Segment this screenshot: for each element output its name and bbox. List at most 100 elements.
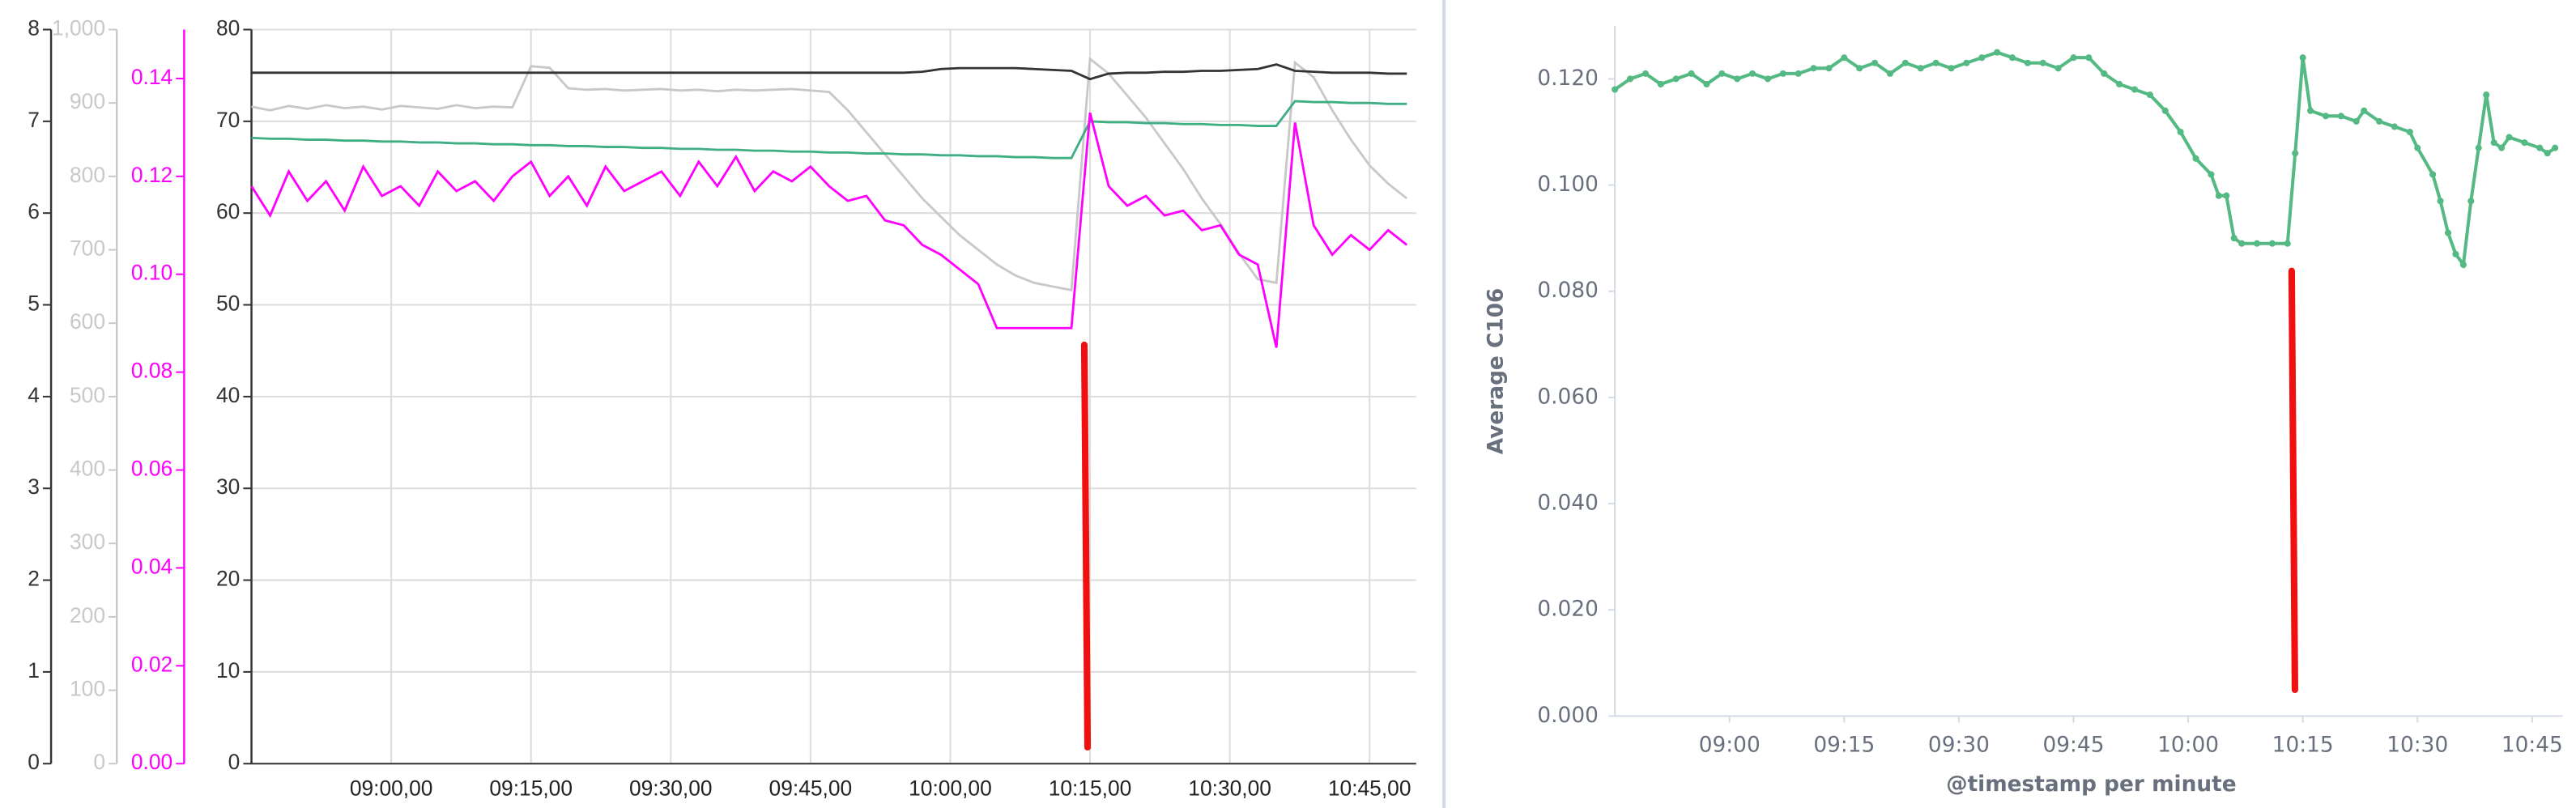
data-point	[2039, 59, 2046, 66]
data-point	[2008, 54, 2016, 62]
y-tick-label: 0.04	[131, 554, 172, 578]
data-point	[2054, 65, 2062, 72]
x-tick-label: 10:00,00	[909, 776, 992, 801]
data-point	[2230, 235, 2238, 242]
data-point	[2467, 198, 2475, 205]
y-tick-label: 0.06	[131, 457, 172, 481]
y-tick-label: 0	[228, 750, 241, 774]
y-tick-label: 500	[70, 383, 105, 407]
x-tick-label: 10:15,00	[1049, 776, 1132, 801]
data-point	[2223, 192, 2230, 199]
data-point	[2024, 59, 2031, 66]
data-point	[2337, 113, 2344, 120]
x-tick-label: 09:45,00	[769, 776, 853, 801]
y-tick-label: 0.02	[131, 652, 172, 676]
data-point	[1810, 65, 1817, 72]
data-point	[2101, 70, 2108, 77]
data-point	[1963, 59, 1970, 66]
y-tick-label: 0.00	[131, 750, 172, 774]
data-point	[1932, 59, 1939, 66]
series-line	[1614, 50, 2557, 270]
data-point	[1703, 80, 1710, 88]
y-tick-label: 900	[70, 89, 105, 113]
x-tick-label: 10:00	[2157, 733, 2219, 757]
y-tick-label: 50	[216, 291, 240, 316]
data-point	[2406, 128, 2413, 136]
annotation-marker	[1080, 341, 1092, 751]
data-point	[1779, 70, 1786, 77]
x-tick-label: 09:00	[1699, 733, 1761, 757]
x-axis-title: @timestamp per minute	[1946, 772, 2236, 797]
data-point	[1734, 75, 1741, 83]
data-point	[2544, 150, 2551, 157]
data-point	[2238, 240, 2246, 247]
data-point	[1612, 86, 1619, 93]
x-tick-label: 10:30	[2387, 733, 2448, 757]
data-point	[1978, 54, 1986, 62]
annotation-marker	[2288, 267, 2298, 694]
y-tick-label: 8	[28, 15, 40, 40]
data-point	[2215, 192, 2222, 199]
data-point	[1917, 65, 1924, 72]
y-tick-label: 600	[70, 309, 105, 334]
y-tick-label: 0.12	[131, 163, 172, 187]
y-tick-label: 2	[28, 567, 40, 591]
x-tick-label: 09:45	[2043, 733, 2105, 757]
data-point	[2131, 86, 2139, 93]
data-point	[2437, 198, 2444, 205]
y-tick-label: 100	[70, 677, 105, 701]
y-axis-title: Average C106	[1484, 288, 1509, 455]
data-point	[1948, 65, 1955, 72]
x-tick-label: 10:45	[2501, 733, 2563, 757]
data-point	[1901, 59, 1909, 66]
data-point	[2208, 171, 2215, 178]
y-tick-label: 0.100	[1537, 172, 1598, 197]
data-point	[1672, 75, 1680, 83]
y-tick-label: 4	[28, 383, 40, 407]
x-tick-label: 09:15	[1813, 733, 1875, 757]
data-point	[2552, 144, 2559, 151]
x-tick-label: 09:30	[1928, 733, 1990, 757]
series-line	[251, 100, 1407, 159]
data-point	[1825, 65, 1833, 72]
y-tick-label: 3	[28, 474, 40, 499]
data-point	[1871, 59, 1879, 66]
y-tick-label: 0.08	[131, 359, 172, 383]
y-tick-label: 0.060	[1537, 385, 1598, 409]
y-tick-label: 70	[216, 108, 240, 132]
data-point	[2146, 91, 2153, 99]
data-point	[2521, 139, 2528, 147]
data-point	[2085, 54, 2093, 62]
data-point	[2361, 107, 2368, 114]
data-point	[2444, 229, 2452, 236]
y-tick-label: 30	[216, 474, 240, 499]
data-point	[2070, 54, 2077, 62]
y-tick-label: 20	[216, 567, 240, 591]
data-point	[2192, 155, 2199, 162]
y-tick-label: 0.040	[1537, 491, 1598, 516]
x-tick-label: 09:30,00	[629, 776, 713, 801]
y-tick-label: 0.10	[131, 261, 172, 285]
y-tick-label: 80	[216, 15, 240, 40]
y-tick-label: 60	[216, 199, 240, 223]
data-point	[1886, 70, 1894, 77]
data-point	[1749, 70, 1756, 77]
x-tick-label: 09:00,00	[350, 776, 433, 801]
y-tick-label: 0.080	[1537, 279, 1598, 303]
data-point	[1626, 75, 1634, 83]
right-panel: Average C106 @timestamp per minute 0.000…	[1484, 25, 2563, 797]
data-point	[2498, 144, 2506, 151]
data-point	[1657, 80, 1664, 88]
y-tick-label: 700	[70, 236, 105, 260]
data-point	[1641, 70, 1649, 77]
y-tick-label: 800	[70, 163, 105, 187]
data-point	[1718, 70, 1726, 77]
data-point	[2307, 107, 2314, 114]
data-point	[2414, 144, 2421, 151]
data-point	[2352, 117, 2360, 125]
y-tick-label: 1,000	[52, 15, 105, 40]
data-point	[2490, 139, 2497, 147]
data-point	[1795, 70, 1802, 77]
